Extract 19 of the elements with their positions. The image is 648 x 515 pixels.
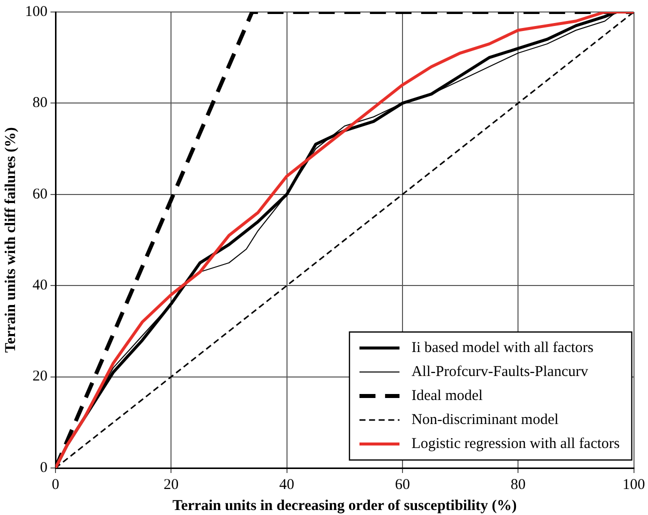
x-tick-label: 40 <box>279 476 294 493</box>
x-axis-title: Terrain units in decreasing order of susceptibility (%) <box>172 498 517 514</box>
legend-label: Logistic regression with all factors <box>411 436 620 452</box>
legend-label: All-Profcurv-Faults-Plancurv <box>411 364 589 380</box>
y-tick-label: 40 <box>32 278 48 294</box>
x-tick-label: 80 <box>510 476 526 493</box>
y-tick-label: 0 <box>40 460 48 476</box>
x-tick-label: 60 <box>394 476 410 493</box>
y-tick-label: 60 <box>32 186 48 202</box>
legend-label: Ii based model with all factors <box>411 340 594 356</box>
y-tick-label: 20 <box>32 368 48 385</box>
y-tick-label: 100 <box>25 4 48 20</box>
legend-label: Ideal model <box>411 388 483 404</box>
y-axis-title: Terrain units with cliff failures (%) <box>2 127 19 353</box>
legend-label: Non-discriminant model <box>411 412 559 428</box>
x-tick-label: 100 <box>622 476 645 493</box>
x-tick-label: 20 <box>164 476 179 493</box>
x-tick-label: 0 <box>52 476 60 493</box>
y-tick-label: 80 <box>32 95 48 112</box>
